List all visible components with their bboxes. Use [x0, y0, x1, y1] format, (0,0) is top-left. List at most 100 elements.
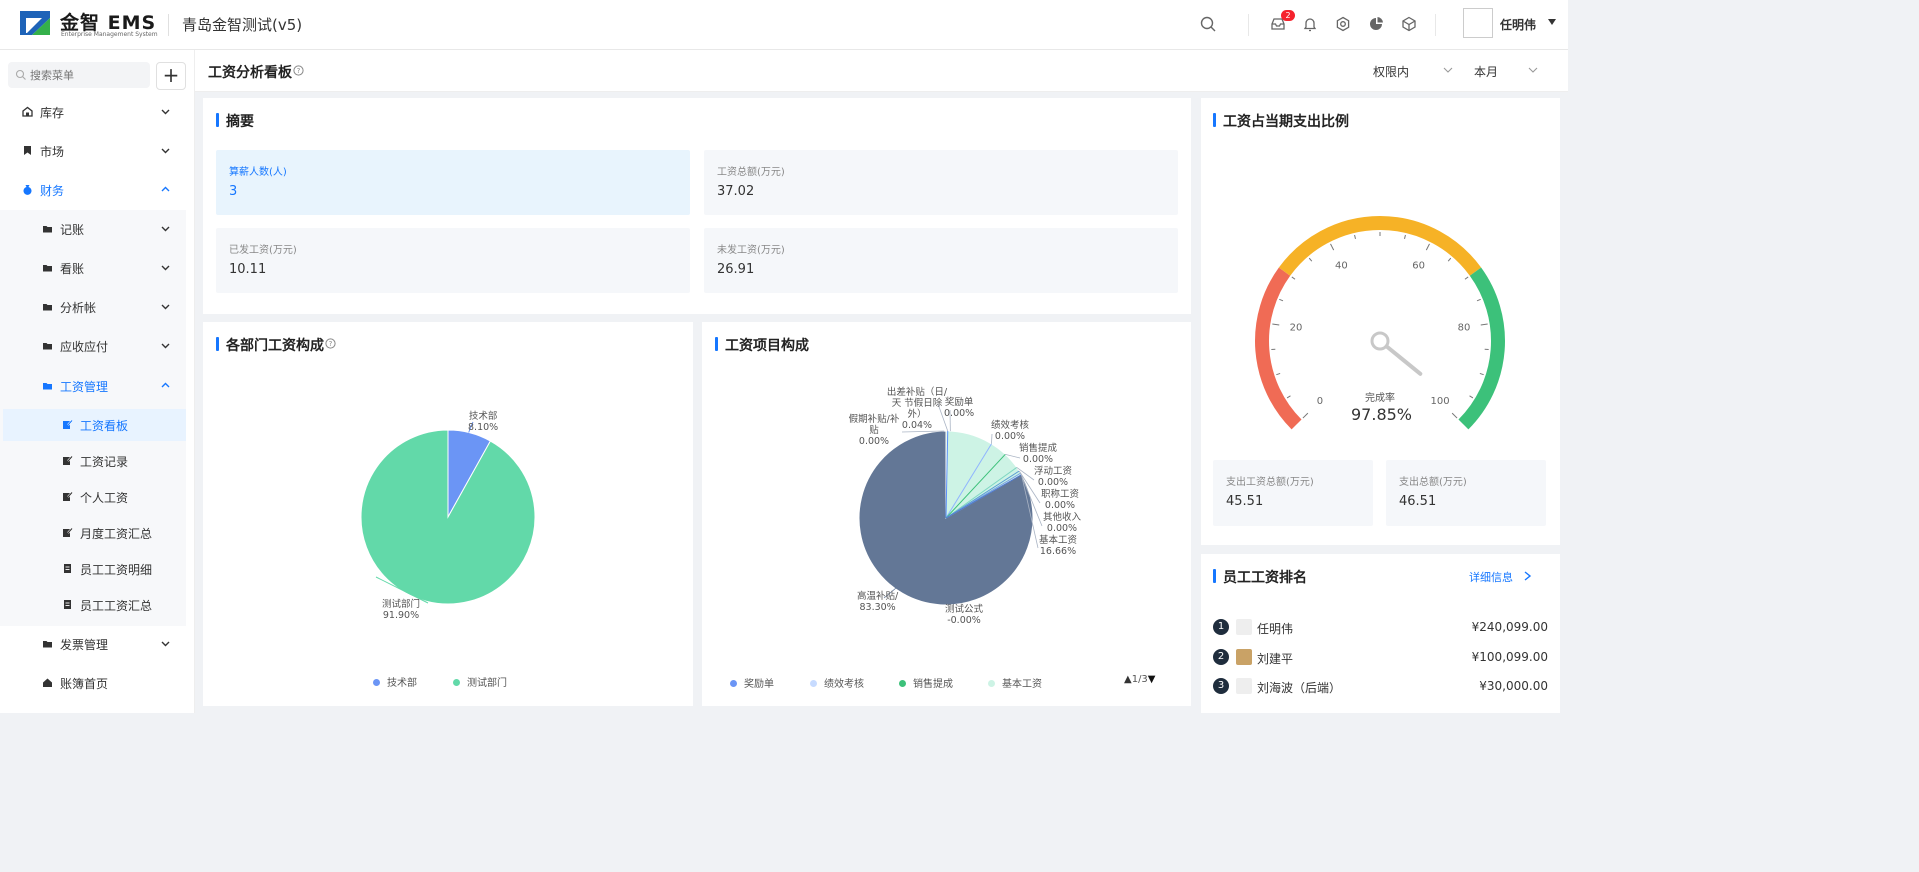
- pie-label-line: [375, 576, 429, 604]
- legend-prev-icon[interactable]: ▲: [1124, 674, 1132, 685]
- sidebar-item[interactable]: 账簿首页: [0, 665, 186, 701]
- stat-value: 10.11: [229, 262, 267, 277]
- chevron-down-icon[interactable]: [161, 146, 170, 155]
- stat-unpaid-salary[interactable]: 未发工资(万元) 26.91: [704, 228, 1178, 293]
- logo[interactable]: 金智 EMS Enterprise Management System: [18, 9, 158, 39]
- rank-number: 2: [1213, 649, 1229, 665]
- gauge-tick: [1480, 323, 1488, 326]
- stat-label: 已发工资(万元): [229, 245, 297, 256]
- period-filter-select[interactable]: 本月: [1474, 65, 1499, 79]
- chevron-down-icon[interactable]: [161, 224, 170, 233]
- page-toolbar: [195, 50, 1568, 92]
- sidebar-item-label: 库存: [40, 106, 65, 120]
- sidebar-item[interactable]: 员工工资汇总: [0, 587, 186, 623]
- help-icon[interactable]: ?: [325, 338, 336, 349]
- chevron-down-icon[interactable]: [161, 302, 170, 311]
- gauge-tick-label: 60: [1412, 260, 1425, 271]
- sidebar-item[interactable]: 工资记录: [0, 443, 186, 479]
- pie-label-line: [1021, 474, 1039, 549]
- ranking-row[interactable]: 2 刘建平 ¥100,099.00: [1213, 648, 1548, 668]
- legend-pager[interactable]: ▲1/3▼: [1124, 674, 1156, 685]
- legend-item[interactable]: 绩效考核: [810, 675, 864, 690]
- sidebar-item-label: 市场: [40, 145, 65, 159]
- sidebar-item-label: 财务: [40, 184, 65, 198]
- gauge-tick: [1469, 395, 1474, 399]
- detail-link[interactable]: 详细信息: [1469, 571, 1513, 584]
- salary-ranking-title: 员工工资排名: [1213, 567, 1307, 587]
- sidebar-item[interactable]: 市场: [0, 133, 186, 169]
- sidebar-item[interactable]: 库存: [0, 94, 186, 130]
- add-menu-button[interactable]: +: [156, 62, 186, 90]
- gauge-needle-hub: [1370, 331, 1390, 351]
- legend-item[interactable]: 奖励单: [730, 675, 774, 690]
- legend-item[interactable]: 技术部: [373, 674, 417, 689]
- document-icon: [64, 600, 71, 609]
- sidebar-item[interactable]: 员工工资明细: [0, 551, 186, 587]
- pie-label-other: 其他收入 0.00%: [1043, 512, 1082, 534]
- pie-label-holiday: 假期补贴/补贴 0.00%: [848, 414, 900, 447]
- chevron-up-icon[interactable]: [161, 381, 170, 390]
- help-icon[interactable]: ?: [293, 65, 304, 76]
- cube-icon[interactable]: [1400, 15, 1418, 33]
- sidebar-item-label: 分析帐: [60, 301, 97, 315]
- legend-item[interactable]: 测试部门: [453, 674, 507, 689]
- scope-filter-select[interactable]: 权限内: [1373, 65, 1410, 79]
- sidebar-item[interactable]: 财务: [0, 172, 186, 208]
- inbox-icon[interactable]: [1269, 15, 1287, 33]
- stat-total-expense[interactable]: 支出总额(万元) 46.51: [1386, 460, 1546, 526]
- chevron-down-icon[interactable]: [161, 639, 170, 648]
- search-icon[interactable]: [1199, 15, 1217, 33]
- employee-avatar: [1236, 619, 1252, 635]
- sidebar-item[interactable]: 应收应付: [0, 328, 186, 364]
- pie-label-title-salary: 职称工资 0.00%: [1041, 489, 1080, 511]
- brand-subtitle: Enterprise Management System: [61, 31, 158, 38]
- pie-label-line: [468, 421, 474, 433]
- sidebar-item[interactable]: 发票管理: [0, 626, 186, 662]
- caret-down-icon[interactable]: [1548, 19, 1556, 25]
- stat-salary-expense[interactable]: 支出工资总额(万元) 45.51: [1213, 460, 1373, 526]
- pie-slice: [945, 430, 1023, 519]
- sidebar-item[interactable]: 看账: [0, 250, 186, 286]
- user-avatar[interactable]: [1463, 8, 1493, 38]
- pie-label-testing: 测试部门 91.90%: [382, 599, 421, 621]
- pie-slice: [945, 431, 949, 519]
- ranking-row[interactable]: 1 任明伟 ¥240,099.00: [1213, 618, 1548, 638]
- folder-icon: [43, 383, 52, 390]
- chevron-down-icon[interactable]: [161, 107, 170, 116]
- stat-total-salary[interactable]: 工资总额(万元) 37.02: [704, 150, 1178, 215]
- gauge-arc-segment: [1255, 267, 1302, 430]
- ranking-row[interactable]: 3 刘海波（后端） ¥30,000.00: [1213, 677, 1548, 697]
- chevron-right-icon[interactable]: [1523, 571, 1532, 581]
- pie-chart-icon[interactable]: [1367, 15, 1385, 33]
- stat-payroll-count[interactable]: 算薪人数(人) 3: [216, 150, 690, 215]
- salary-amount: ¥100,099.00: [1471, 650, 1548, 664]
- page-title: 工资分析看板: [208, 65, 292, 81]
- company-name[interactable]: 青岛金智测试(v5): [182, 16, 303, 34]
- stat-paid-salary[interactable]: 已发工资(万元) 10.11: [216, 228, 690, 293]
- chevron-down-icon[interactable]: [161, 341, 170, 350]
- gauge-tick: [1330, 243, 1335, 251]
- pie-label-base: 基本工资 16.66%: [1039, 535, 1078, 557]
- chevron-up-icon[interactable]: [161, 185, 170, 194]
- legend-next-icon[interactable]: ▼: [1147, 674, 1156, 685]
- sidebar-item-label: 记账: [60, 223, 85, 237]
- sidebar-item[interactable]: 记账: [0, 211, 186, 247]
- legend-item[interactable]: 基本工资: [988, 675, 1042, 690]
- sidebar-item-label: 工资管理: [60, 380, 109, 394]
- sidebar-item[interactable]: 工资管理: [0, 368, 186, 404]
- user-name[interactable]: 任明伟: [1500, 18, 1537, 32]
- sidebar-item[interactable]: 分析帐: [0, 289, 186, 325]
- gauge-tick: [1425, 243, 1430, 251]
- sidebar-item[interactable]: 月度工资汇总: [0, 515, 186, 551]
- sidebar-item[interactable]: 个人工资: [0, 479, 186, 515]
- employee-name: 刘海波（后端）: [1257, 681, 1342, 695]
- chevron-down-icon[interactable]: [1528, 66, 1538, 74]
- bell-icon[interactable]: [1301, 15, 1319, 33]
- sidebar-item[interactable]: 工资看板: [0, 407, 186, 443]
- menu-search-input[interactable]: [8, 62, 150, 88]
- chevron-down-icon[interactable]: [161, 263, 170, 272]
- legend-item[interactable]: 销售提成: [899, 675, 953, 690]
- gauge-tick-label: 40: [1335, 260, 1348, 271]
- chevron-down-icon[interactable]: [1443, 66, 1453, 74]
- gear-icon[interactable]: [1334, 15, 1352, 33]
